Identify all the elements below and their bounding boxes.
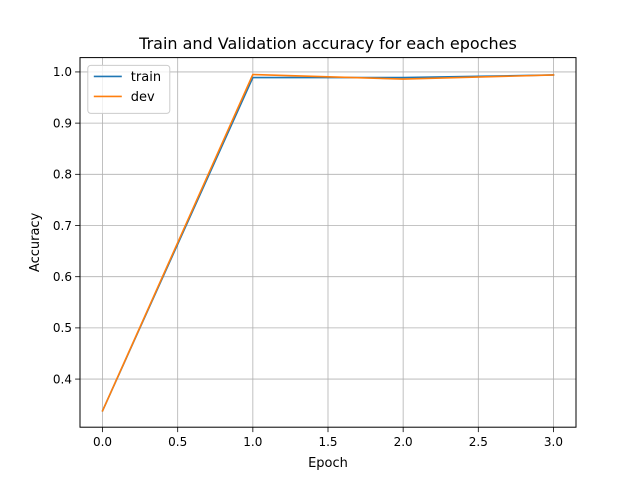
x-tick-label: 0.0 [93,435,112,449]
legend-label-dev: dev [131,90,155,105]
legend-frame [87,64,171,114]
y-tick-label: 0.6 [53,270,72,284]
x-tick-label: 1.0 [243,435,262,449]
y-tick-label: 0.4 [53,372,72,386]
y-axis-ticks: 0.4 0.5 0.6 0.7 0.8 0.9 1.0 [53,65,80,386]
series-lines [101,73,555,412]
legend-label-train: train [131,70,161,85]
chart-title: Train and Validation accuracy for each e… [138,34,517,53]
grid-lines [80,57,576,428]
y-axis-label: Accuracy [28,212,43,272]
y-tick-label: 0.5 [53,321,72,335]
y-tick-label: 0.7 [53,219,72,233]
x-axis-ticks: 0.0 0.5 1.0 1.5 2.0 2.5 3.0 [93,427,563,449]
x-axis-label: Epoch [308,456,348,471]
x-tick-label: 2.0 [394,435,413,449]
x-tick-label: 2.5 [469,435,488,449]
series-line-dev [101,73,555,412]
y-tick-label: 1.0 [53,65,72,79]
x-tick-label: 0.5 [168,435,187,449]
legend: train dev [87,64,171,114]
y-tick-label: 0.9 [53,116,72,130]
x-tick-label: 1.5 [318,435,337,449]
y-tick-label: 0.8 [53,168,72,182]
x-tick-label: 3.0 [544,435,563,449]
